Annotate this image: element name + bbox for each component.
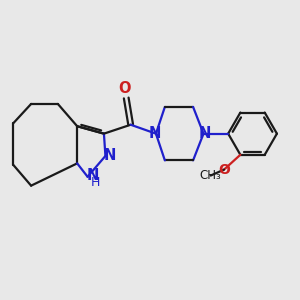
Text: H: H [91, 176, 101, 189]
Text: CH₃: CH₃ [200, 169, 221, 182]
Text: N: N [87, 168, 99, 183]
Text: N: N [148, 126, 160, 141]
Text: N: N [199, 126, 211, 141]
Text: O: O [218, 163, 230, 177]
Text: N: N [104, 148, 116, 163]
Text: O: O [118, 81, 131, 96]
